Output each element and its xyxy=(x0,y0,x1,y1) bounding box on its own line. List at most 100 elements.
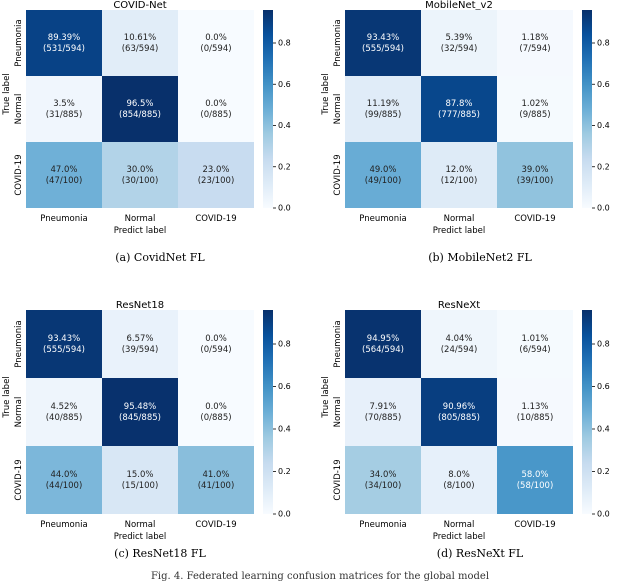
colorbar-tick-label: 0.6 xyxy=(278,80,291,89)
colorbar-tick-label: 0.2 xyxy=(278,162,291,171)
heatmap-cell xyxy=(345,142,421,208)
cell-count-label: (555/594) xyxy=(362,44,404,54)
cell-percent-label: 94.95% xyxy=(367,334,399,344)
cell-count-label: (10/885) xyxy=(517,413,554,423)
colorbar xyxy=(582,10,592,208)
y-axis-label: True label xyxy=(2,376,12,418)
heatmap-cell xyxy=(178,10,254,76)
cell-percent-label: 15.0% xyxy=(126,470,153,480)
chart-title: COVID-Net xyxy=(113,0,166,11)
cell-count-label: (99/885) xyxy=(365,110,402,120)
colorbar-tick-label: 0.8 xyxy=(278,39,291,48)
cell-count-label: (6/594) xyxy=(519,345,550,355)
heatmap-cell xyxy=(345,10,421,76)
colorbar-tick-label: 0.2 xyxy=(278,467,291,476)
colorbar-tick-label: 0.0 xyxy=(597,510,610,519)
x-tick-label: Pneumonia xyxy=(40,520,87,530)
cell-count-label: (39/594) xyxy=(122,345,159,355)
chart-title: MobileNet_v2 xyxy=(425,0,493,11)
cell-count-label: (24/594) xyxy=(441,345,478,355)
heatmap-chart: ResNet18 93.43%(555/594) 6.57%(39/594) 0.0%… xyxy=(2,300,291,542)
chart-title: ResNeXt xyxy=(438,300,480,311)
x-tick-label: Normal xyxy=(444,214,475,224)
cell-percent-label: 7.91% xyxy=(369,402,396,412)
cell-percent-label: 1.18% xyxy=(521,33,548,43)
heatmap-cell xyxy=(421,76,497,142)
cell-count-label: (531/594) xyxy=(43,44,85,54)
y-tick-label: Normal xyxy=(14,397,24,428)
y-axis-label: True label xyxy=(321,73,331,115)
cell-percent-label: 34.0% xyxy=(369,470,396,480)
cell-percent-label: 0.0% xyxy=(205,334,227,344)
heatmap-cell xyxy=(345,76,421,142)
y-tick-label: Pneumonia xyxy=(333,320,343,367)
cell-count-label: (39/100) xyxy=(517,176,554,186)
colorbar-tick-label: 0.6 xyxy=(597,382,610,391)
cell-percent-label: 23.0% xyxy=(202,165,229,175)
cell-count-label: (49/100) xyxy=(365,176,402,186)
cell-count-label: (15/100) xyxy=(122,481,159,491)
cell-count-label: (564/594) xyxy=(362,345,404,355)
colorbar xyxy=(582,310,592,514)
cell-count-label: (70/885) xyxy=(365,413,402,423)
heatmap-cell xyxy=(178,76,254,142)
y-tick-label: Normal xyxy=(333,94,343,125)
cell-count-label: (12/100) xyxy=(441,176,478,186)
colorbar-tick-label: 0.2 xyxy=(597,467,610,476)
cell-count-label: (31/885) xyxy=(46,110,83,120)
subfigure-caption: (b) MobileNet2 FL xyxy=(428,251,532,264)
subfigure-caption: (a) CovidNet FL xyxy=(115,251,205,264)
cell-percent-label: 39.0% xyxy=(521,165,548,175)
cell-percent-label: 93.43% xyxy=(48,334,80,344)
heatmap-cell xyxy=(178,446,254,514)
figure-caption: Fig. 4. Federated learning confusion mat… xyxy=(150,571,490,582)
cell-percent-label: 93.43% xyxy=(367,33,399,43)
y-tick-label: COVID-19 xyxy=(14,459,24,500)
cell-percent-label: 8.0% xyxy=(448,470,470,480)
cell-count-label: (845/885) xyxy=(119,413,161,423)
x-tick-label: Pneumonia xyxy=(359,520,406,530)
heatmap-cell xyxy=(497,10,573,76)
heatmap-cell xyxy=(421,310,497,378)
y-tick-label: Pneumonia xyxy=(14,320,24,367)
y-axis-label: True label xyxy=(321,376,331,418)
colorbar-tick-label: 0.0 xyxy=(597,204,610,213)
colorbar-tick-label: 0.6 xyxy=(597,80,610,89)
cell-count-label: (9/885) xyxy=(519,110,550,120)
cell-percent-label: 44.0% xyxy=(50,470,77,480)
x-axis-label: Predict label xyxy=(114,532,167,542)
cell-percent-label: 49.0% xyxy=(369,165,396,175)
cell-percent-label: 1.02% xyxy=(521,99,548,109)
heatmap-cell xyxy=(421,446,497,514)
heatmap-cell xyxy=(102,310,178,378)
heatmap-cell xyxy=(497,142,573,208)
cell-percent-label: 0.0% xyxy=(205,402,227,412)
heatmap-cell xyxy=(421,378,497,446)
colorbar-tick-label: 0.6 xyxy=(278,382,291,391)
cell-count-label: (777/885) xyxy=(438,110,480,120)
cell-count-label: (0/885) xyxy=(200,413,231,423)
x-tick-label: Normal xyxy=(444,520,475,530)
y-tick-label: Normal xyxy=(14,94,24,125)
cell-percent-label: 90.96% xyxy=(443,402,475,412)
heatmap-cell xyxy=(26,446,102,514)
cell-percent-label: 58.0% xyxy=(521,470,548,480)
cell-count-label: (0/594) xyxy=(200,345,231,355)
x-axis-label: Predict label xyxy=(433,532,486,542)
y-tick-label: COVID-19 xyxy=(333,459,343,500)
colorbar-tick-label: 0.8 xyxy=(597,39,610,48)
colorbar-tick-label: 0.0 xyxy=(278,510,291,519)
cell-percent-label: 89.39% xyxy=(48,33,80,43)
confusion-matrix-resnet18: ResNet18 93.43% (555/594) 6.57% (39/594) 0.0%… xyxy=(0,291,320,582)
colorbar-tick-label: 0.8 xyxy=(278,340,291,349)
x-axis-label: Predict label xyxy=(433,226,486,236)
x-axis-label: Predict label xyxy=(114,226,167,236)
cell-count-label: (32/594) xyxy=(441,44,478,54)
cell-percent-label: 41.0% xyxy=(202,470,229,480)
cell-percent-label: 47.0% xyxy=(50,165,77,175)
cell-count-label: (47/100) xyxy=(46,176,83,186)
y-tick-label: Pneumonia xyxy=(14,19,24,66)
cell-count-label: (0/594) xyxy=(200,44,231,54)
colorbar-tick-label: 0.2 xyxy=(597,162,610,171)
cell-count-label: (30/100) xyxy=(122,176,159,186)
